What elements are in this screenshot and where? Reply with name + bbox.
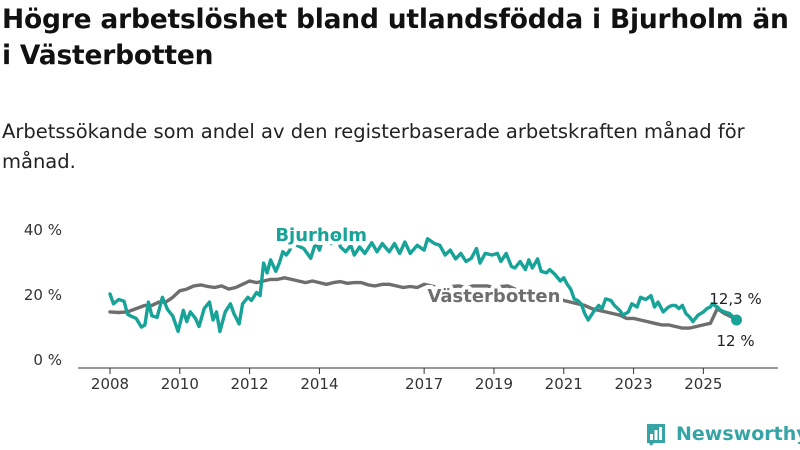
x-tick-label: 2023	[614, 375, 652, 393]
bar-chart-icon	[647, 424, 665, 446]
x-tick-label: 2014	[300, 375, 338, 393]
x-tick-label: 2010	[161, 375, 199, 393]
series-line-västerbotten	[108, 276, 739, 330]
y-axis: 0 % 20 % 40 %	[24, 221, 62, 369]
series-label-bjurholm: Bjurholm	[275, 225, 367, 246]
series-label-halo: Bjurholm	[275, 225, 367, 246]
y-tick-label: 40 %	[24, 221, 62, 239]
series-label-halo: Västerbotten	[427, 286, 560, 307]
x-tick-label: 2008	[91, 375, 129, 393]
series-lines	[108, 233, 743, 334]
x-tick-label: 2012	[231, 375, 269, 393]
series-label-västerbotten: Västerbotten	[427, 286, 560, 307]
end-point-marker	[731, 314, 743, 326]
x-axis: 2008 2010 2012 2014 2017 2019 2021 2023 2025	[78, 367, 778, 393]
y-tick-label: 0 %	[33, 351, 62, 369]
x-tick-label: 2021	[545, 375, 583, 393]
x-tick-label: 2017	[405, 375, 443, 393]
x-tick-label: 2019	[475, 375, 513, 393]
brand-name: Newsworthy	[676, 423, 800, 445]
chart-subtitle: Arbetssökande som andel av den registerb…	[2, 120, 745, 173]
series-line-bjurholm	[108, 233, 739, 334]
y-tick-label: 20 %	[24, 286, 62, 304]
brand-logo: Newsworthy	[644, 420, 800, 448]
x-tick-label: 2025	[684, 375, 722, 393]
end-label-vasterbotten: 12,3 %	[709, 290, 761, 308]
page-title: Högre arbetslöshet bland utlandsfödda i …	[2, 4, 789, 71]
series-labels: 12 %12,3 %BjurholmBjurholmVästerbottenVä…	[271, 221, 761, 350]
end-label-bjurholm: 12 %	[716, 332, 754, 350]
